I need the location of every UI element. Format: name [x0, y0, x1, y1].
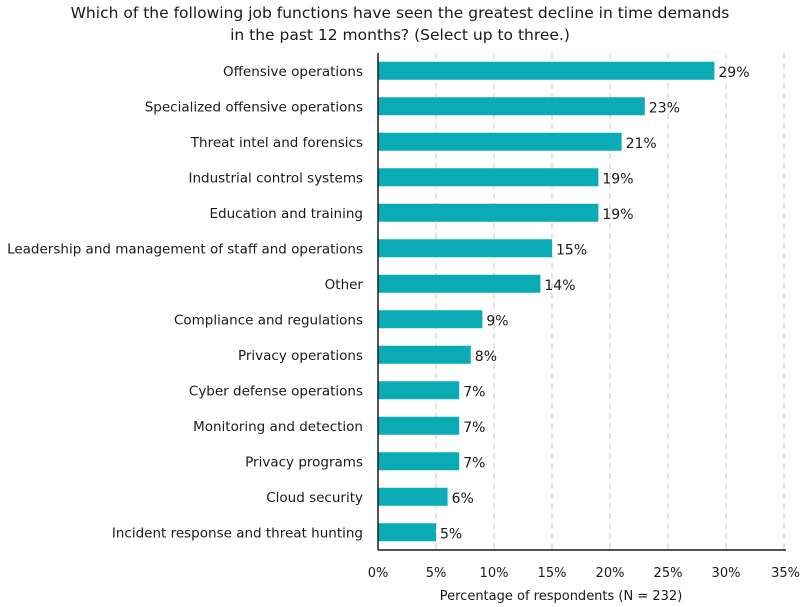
bar	[378, 345, 471, 364]
data-label: 8%	[475, 349, 497, 365]
value-labels: 29% 23% 21% 19% 19% 15% 14% 9% 8% 7% 7% 7% 6% 5%	[440, 65, 750, 543]
category-label: Other	[325, 277, 364, 293]
data-label: 19%	[602, 171, 633, 187]
gridlines	[435, 53, 785, 550]
x-tick-label: 15%	[538, 566, 567, 581]
bar	[378, 132, 622, 151]
bar	[378, 310, 483, 329]
bar	[378, 61, 715, 80]
bar	[378, 239, 552, 258]
bar	[378, 452, 460, 471]
bar	[378, 487, 448, 506]
category-label: Cyber defense operations	[189, 383, 363, 399]
data-label: 7%	[463, 420, 485, 436]
category-label: Education and training	[210, 206, 364, 222]
x-tick-label: 0%	[368, 566, 389, 581]
chart-title-line-2: in the past 12 months? (Select up to thr…	[230, 26, 570, 44]
data-label: 19%	[602, 207, 633, 223]
category-label: Incident response and threat hunting	[112, 525, 363, 541]
category-label: Privacy programs	[245, 454, 363, 470]
x-axis-title: Percentage of respondents (N = 232)	[440, 589, 683, 604]
data-label: 7%	[463, 455, 485, 471]
x-tick-label: 30%	[712, 566, 741, 581]
x-tick-label: 25%	[654, 566, 683, 581]
x-tick-label: 35%	[771, 566, 800, 581]
bar	[378, 203, 599, 222]
bar	[378, 97, 645, 116]
chart-title-line-1: Which of the following job functions hav…	[70, 4, 730, 22]
bar	[378, 523, 436, 542]
data-label: 5%	[440, 526, 462, 542]
category-label: Compliance and regulations	[174, 312, 363, 328]
category-label: Privacy operations	[238, 348, 363, 364]
data-label: 7%	[463, 384, 485, 400]
data-label: 14%	[544, 278, 575, 294]
bars	[378, 61, 715, 542]
x-tick-label: 5%	[426, 566, 447, 581]
data-label: 15%	[556, 242, 587, 258]
x-tick-labels: 0% 5% 10% 15% 20% 25% 30% 35%	[368, 566, 800, 581]
data-label: 21%	[626, 136, 657, 152]
category-label: Leadership and management of staff and o…	[7, 241, 363, 257]
data-label: 29%	[718, 65, 749, 81]
x-tick-label: 20%	[596, 566, 625, 581]
category-label: Industrial control systems	[188, 170, 363, 186]
category-label: Cloud security	[266, 490, 363, 506]
data-label: 9%	[486, 313, 508, 329]
data-label: 23%	[649, 100, 680, 116]
bar	[378, 168, 599, 187]
category-label: Threat intel and forensics	[190, 135, 363, 151]
bar	[378, 416, 460, 435]
category-label: Specialized offensive operations	[145, 99, 363, 115]
category-labels: Offensive operations Specialized offensiv…	[7, 64, 363, 542]
category-label: Monitoring and detection	[193, 419, 363, 435]
bar	[378, 381, 460, 400]
data-label: 6%	[452, 491, 474, 507]
bar	[378, 274, 541, 293]
x-tick-label: 10%	[480, 566, 509, 581]
category-label: Offensive operations	[223, 64, 363, 80]
